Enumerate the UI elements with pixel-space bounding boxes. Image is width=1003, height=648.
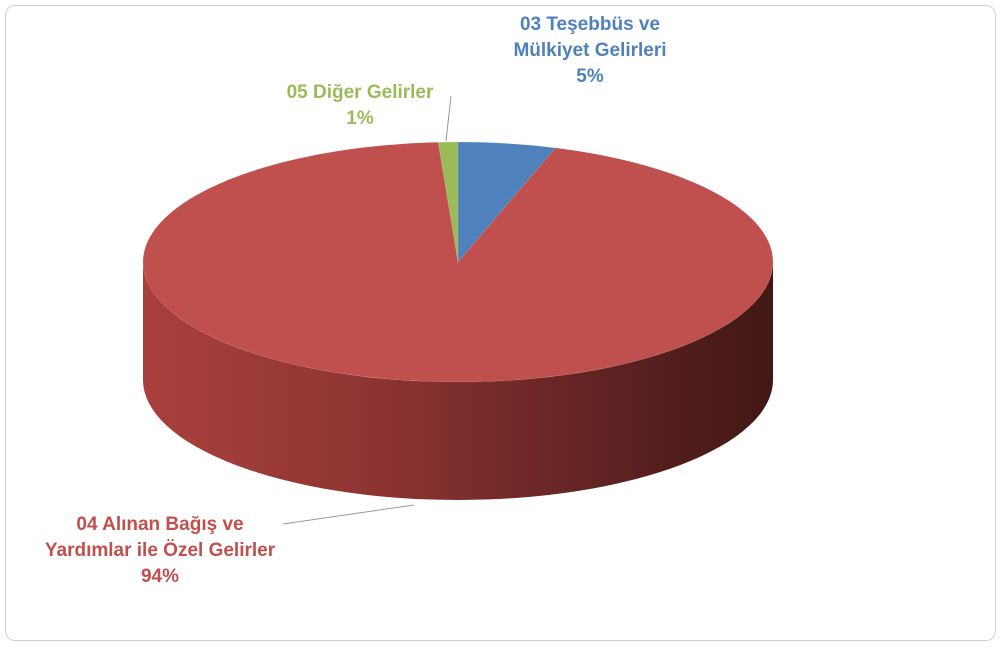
- data-label: 05 Diğer Gelirler 1%: [260, 80, 460, 132]
- pie-slice: [457, 141, 556, 263]
- category-label: 05 Diğer Gelirler: [286, 82, 434, 103]
- category-label: 03 Teşebbüs ve Mülkiyet Gelirleri: [513, 14, 667, 61]
- data-label: 04 Alınan Bağış ve Yardımlar ile Özel Ge…: [35, 512, 285, 590]
- chart-frame: [5, 5, 996, 641]
- pie-slice: [437, 141, 459, 263]
- value-label: 5%: [576, 66, 604, 87]
- value-label: 94%: [140, 566, 180, 587]
- leader-line: [445, 95, 452, 142]
- pie-side: [143, 262, 773, 500]
- pie-slice: [142, 141, 774, 383]
- value-label: 1%: [346, 108, 374, 129]
- data-label: 03 Teşebbüs ve Mülkiyet Gelirleri 5%: [500, 12, 680, 90]
- category-label: 04 Alınan Bağış ve Yardımlar ile Özel Ge…: [44, 514, 276, 561]
- leader-line: [282, 504, 415, 525]
